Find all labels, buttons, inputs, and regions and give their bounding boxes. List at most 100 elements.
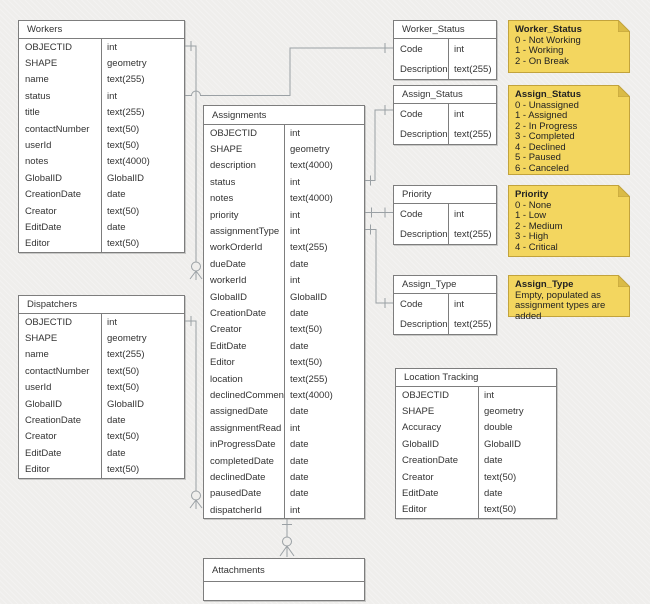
field-type: GlobalID — [478, 436, 556, 453]
field-type: text(50) — [478, 468, 556, 486]
relationship-dispatchers-assignments[interactable] — [185, 316, 203, 509]
field-row: CreationDate date — [204, 305, 364, 322]
field-type: text(50) — [101, 235, 184, 253]
field-type: date — [101, 186, 184, 203]
table-assignments[interactable]: Assignments OBJECTID int SHAPE geometry descr… — [203, 105, 365, 520]
table-assign-status[interactable]: Assign_Status Code int Description text(255) — [393, 85, 497, 145]
table-title: Worker_Status — [394, 21, 496, 39]
note-worker-status-note[interactable]: Worker_Status 0 - Not Working 1 - Working 2… — [508, 20, 630, 73]
field-row: Creator text(50) — [396, 468, 556, 486]
field-row: Editor text(50) — [19, 461, 184, 478]
field-type: GlobalID — [284, 288, 364, 306]
note-assign-type-note[interactable]: Assign_Type Empty, populated as assignment… — [508, 275, 630, 321]
field-type: text(50) — [101, 137, 184, 154]
field-row: declinedDate date — [204, 469, 364, 486]
field-row: workerId int — [204, 272, 364, 289]
field-name: completedDate — [210, 455, 274, 467]
field-name: location — [210, 373, 243, 385]
field-name: CreationDate — [25, 415, 81, 427]
field-row: EditDate date — [204, 338, 364, 355]
field-name: GlobalID — [210, 291, 247, 303]
note-assign-status-note[interactable]: Assign_Status 0 - Unassigned 1 - Assigned 2… — [508, 85, 630, 175]
note-line: Empty, populated as — [515, 289, 601, 301]
field-type: text(50) — [101, 428, 184, 446]
field-row: title text(255) — [19, 104, 184, 121]
field-name: Editor — [402, 504, 427, 516]
note-line: 3 - Completed — [515, 131, 575, 142]
field-row: GlobalID GlobalID — [19, 170, 184, 187]
note-fold-icon — [618, 275, 630, 287]
field-row: assignmentRead int — [204, 420, 364, 437]
field-row: Editor text(50) — [396, 501, 556, 519]
field-row: name text(255) — [19, 346, 184, 364]
table-location-tracking[interactable]: Location Tracking OBJECTID int SHAPE geometr… — [395, 368, 557, 520]
table-title: Workers — [19, 21, 184, 39]
field-row: userId text(50) — [19, 379, 184, 396]
field-name: EditDate — [402, 488, 439, 500]
field-row: OBJECTID int — [19, 39, 184, 56]
field-name: dispatcherId — [210, 504, 262, 516]
field-name: EditDate — [25, 447, 62, 459]
field-type: date — [284, 403, 364, 421]
field-type: date — [101, 412, 184, 429]
table-workers[interactable]: Workers OBJECTID int SHAPE geometry name text(… — [18, 20, 185, 254]
field-row: Creator text(50) — [19, 202, 184, 220]
field-type: date — [478, 485, 556, 502]
field-row: Editor text(50) — [204, 354, 364, 371]
field-name: Creator — [25, 205, 57, 217]
field-name: status — [210, 176, 236, 188]
field-name: Creator — [402, 471, 434, 483]
field-name: contactNumber — [25, 365, 90, 377]
field-name: OBJECTID — [402, 389, 449, 401]
relationship-assignments-assignstatus[interactable] — [365, 105, 393, 186]
field-name: assignedDate — [210, 406, 269, 418]
field-type: text(255) — [448, 224, 496, 244]
field-type: geometry — [478, 403, 556, 420]
field-name: CreationDate — [210, 307, 266, 319]
field-type: date — [284, 305, 364, 322]
field-name: description — [210, 160, 256, 172]
field-name: status — [25, 90, 51, 102]
note-title: Assign_Status — [515, 89, 581, 100]
field-row: Code int — [394, 39, 496, 59]
field-type: text(50) — [101, 461, 184, 478]
field-row: description text(4000) — [204, 157, 364, 175]
field-type: int — [101, 88, 184, 105]
table-title: Priority — [394, 186, 496, 204]
field-row: SHAPE geometry — [19, 55, 184, 72]
table-dispatchers[interactable]: Dispatchers OBJECTID int SHAPE geometry name t… — [18, 295, 185, 479]
field-name: SHAPE — [402, 406, 435, 418]
relationship-workers-assignments[interactable] — [185, 41, 203, 280]
note-line: 2 - Medium — [515, 220, 563, 232]
field-row: Description text(255) — [394, 314, 496, 334]
field-row: Code int — [394, 104, 496, 124]
field-name: Description — [400, 228, 448, 240]
field-name: Code — [400, 298, 423, 310]
field-type: int — [284, 420, 364, 437]
field-name: title — [25, 107, 40, 119]
table-attachments[interactable]: Attachments — [203, 558, 365, 601]
table-title: Attachments — [204, 559, 364, 582]
field-type: text(255) — [101, 346, 184, 364]
field-type: GlobalID — [101, 395, 184, 413]
table-title: Location Tracking — [396, 369, 556, 387]
field-row: EditDate date — [19, 445, 184, 462]
note-priority-note[interactable]: Priority 0 - None 1 - Low 2 - Medium 3 - Hig… — [508, 185, 630, 257]
relationship-assignments-assigntype[interactable] — [365, 224, 393, 309]
field-name: declinedDate — [210, 471, 266, 483]
relationship-assignments-priority[interactable] — [365, 207, 393, 218]
table-worker-status[interactable]: Worker_Status Code int Description text(255) — [393, 20, 497, 80]
field-row: CreationDate date — [396, 452, 556, 469]
table-priority[interactable]: Priority Code int Description text(255) — [393, 185, 497, 245]
field-type: date — [284, 436, 364, 453]
field-type: int — [448, 294, 496, 314]
relationship-workers-workerstatus[interactable] — [185, 43, 393, 96]
note-title: Priority — [515, 189, 549, 200]
field-row: EditDate date — [396, 485, 556, 502]
field-row: notes text(4000) — [204, 190, 364, 207]
field-name: name — [25, 349, 49, 361]
table-assign-type[interactable]: Assign_Type Code int Description text(255) — [393, 275, 497, 335]
field-name: GlobalID — [402, 438, 439, 450]
field-type: text(50) — [101, 120, 184, 138]
field-row: Description text(255) — [394, 59, 496, 79]
